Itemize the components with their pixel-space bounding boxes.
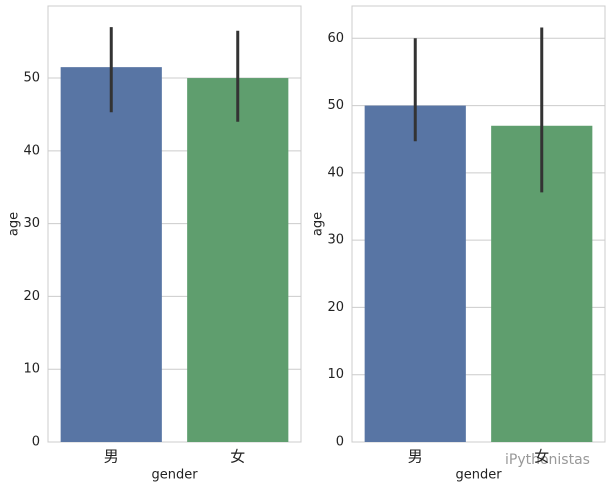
y-tick-label: 50 <box>327 98 344 113</box>
x-axis-label: gender <box>455 468 502 483</box>
y-tick-label: 40 <box>327 165 344 180</box>
watermark: iPythonistas <box>505 452 590 468</box>
y-tick-label: 0 <box>32 435 40 450</box>
y-tick-label: 10 <box>23 362 40 377</box>
bar <box>364 105 466 442</box>
y-tick-label: 50 <box>23 71 40 86</box>
plot-frame <box>47 5 302 443</box>
y-axis-label: age <box>7 212 22 236</box>
y-tick-label: 0 <box>336 435 344 450</box>
y-tick-label: 60 <box>327 31 344 46</box>
x-tick-label: 女 <box>534 448 549 466</box>
y-tick-label: 20 <box>23 289 40 304</box>
y-tick-label: 30 <box>327 233 344 248</box>
y-axis-label: age <box>311 212 326 236</box>
bar <box>187 78 289 443</box>
x-tick-label: 女 <box>230 448 245 466</box>
bar <box>60 67 162 442</box>
y-tick-label: 40 <box>23 143 40 158</box>
y-tick-label: 10 <box>327 367 344 382</box>
plot-frame <box>351 5 606 443</box>
x-tick-label: 男 <box>104 448 119 466</box>
x-axis-label: gender <box>151 468 198 483</box>
y-tick-label: 30 <box>23 216 40 231</box>
y-tick-label: 20 <box>327 300 344 315</box>
x-tick-label: 男 <box>408 448 423 466</box>
